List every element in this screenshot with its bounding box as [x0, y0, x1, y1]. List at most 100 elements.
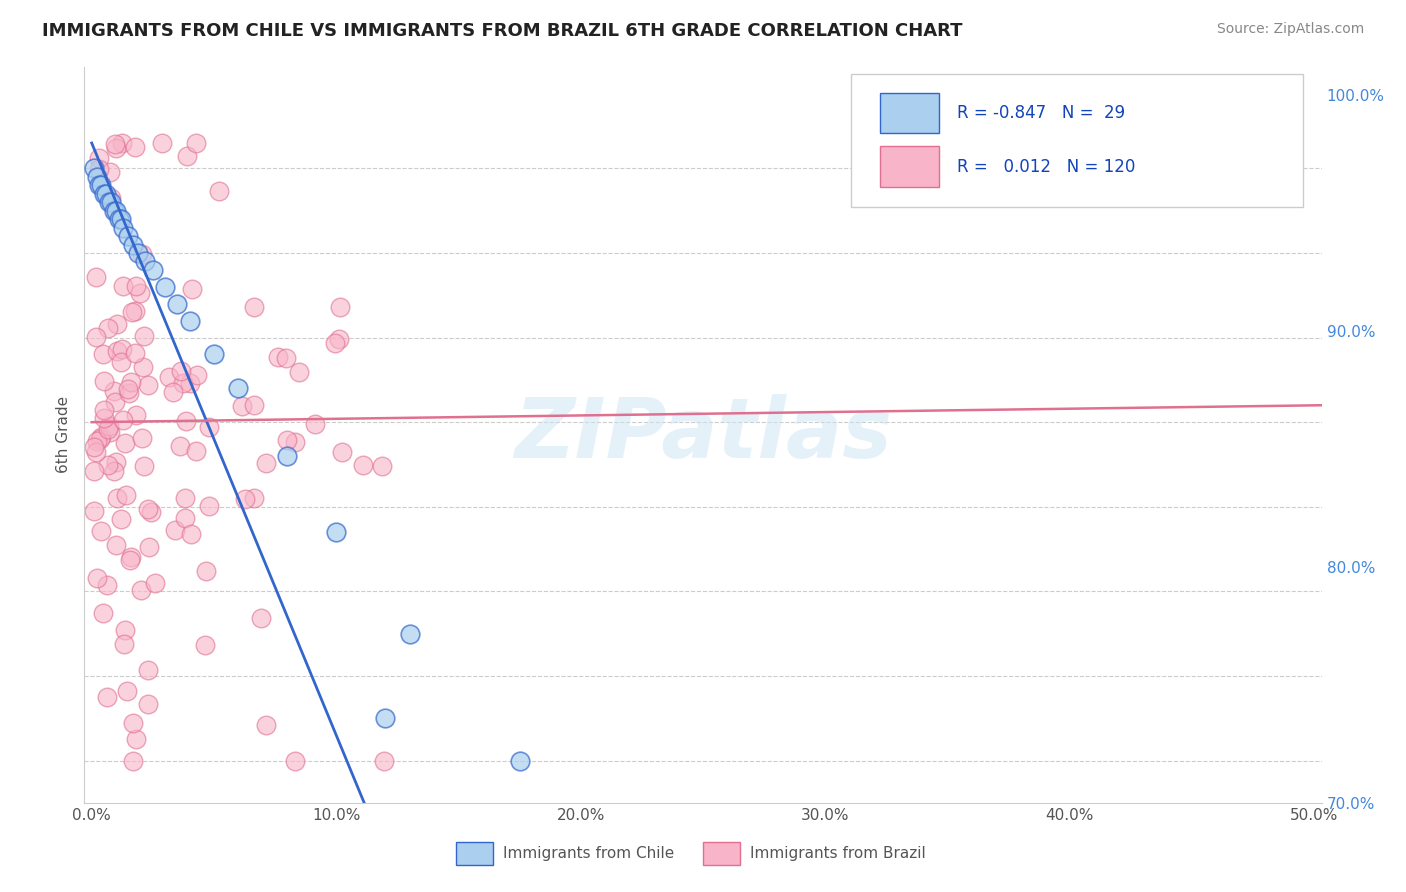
Point — [323, 335, 346, 350]
Point — [197, 500, 219, 514]
Point — [93, 411, 115, 425]
Point — [97, 419, 120, 434]
Point — [104, 394, 127, 409]
Point — [162, 384, 184, 399]
Point — [121, 304, 143, 318]
Point — [150, 136, 173, 150]
Point — [254, 456, 277, 470]
Point — [98, 425, 121, 440]
Point — [136, 698, 159, 712]
Point — [328, 332, 350, 346]
Point — [83, 440, 105, 454]
Point — [374, 711, 396, 725]
Point — [174, 491, 197, 505]
Point — [84, 330, 107, 344]
Point — [83, 161, 105, 176]
Point — [231, 400, 253, 414]
Point — [93, 403, 115, 417]
Point — [329, 300, 352, 314]
Point — [112, 637, 135, 651]
Point — [83, 465, 105, 479]
Point — [114, 436, 136, 450]
Point — [398, 626, 420, 640]
Point — [243, 491, 266, 505]
Point — [103, 203, 125, 218]
Point — [370, 459, 392, 474]
Point — [136, 663, 159, 677]
Point — [242, 398, 264, 412]
Point — [184, 136, 207, 150]
Point — [120, 375, 142, 389]
Point — [89, 432, 111, 446]
Point — [89, 151, 111, 165]
Point — [86, 434, 108, 449]
Point — [125, 408, 148, 422]
Text: Immigrants from Brazil: Immigrants from Brazil — [749, 847, 925, 861]
Point — [97, 321, 120, 335]
Point — [98, 165, 121, 179]
Point — [110, 212, 132, 227]
Point — [93, 186, 115, 201]
Point — [179, 313, 201, 327]
Point — [103, 464, 125, 478]
Point — [122, 237, 145, 252]
Point — [194, 564, 217, 578]
Point — [127, 246, 149, 260]
Point — [153, 280, 176, 294]
Point — [105, 317, 128, 331]
Point — [274, 351, 297, 365]
Point — [91, 347, 114, 361]
Point — [111, 413, 134, 427]
Point — [115, 683, 138, 698]
Point — [276, 434, 298, 448]
Point — [90, 430, 112, 444]
Point — [97, 195, 120, 210]
Point — [97, 422, 120, 436]
Point — [170, 364, 193, 378]
Point — [103, 384, 125, 398]
Point — [90, 178, 112, 193]
Point — [233, 491, 256, 506]
Text: R = -0.847   N =  29: R = -0.847 N = 29 — [956, 104, 1125, 122]
Point — [83, 504, 105, 518]
Point — [157, 369, 180, 384]
Point — [124, 140, 146, 154]
Point — [131, 431, 153, 445]
Point — [143, 575, 166, 590]
Point — [93, 374, 115, 388]
Point — [87, 162, 110, 177]
Point — [332, 444, 354, 458]
Point — [179, 376, 201, 391]
Point — [142, 263, 165, 277]
Point — [104, 136, 127, 151]
Point — [202, 347, 225, 361]
Point — [509, 754, 531, 768]
Point — [125, 279, 148, 293]
Point — [129, 285, 152, 300]
Text: IMMIGRANTS FROM CHILE VS IMMIGRANTS FROM BRAZIL 6TH GRADE CORRELATION CHART: IMMIGRANTS FROM CHILE VS IMMIGRANTS FROM… — [42, 22, 963, 40]
Point — [105, 343, 128, 358]
Point — [86, 169, 108, 184]
Point — [173, 511, 195, 525]
Point — [172, 376, 194, 390]
Point — [105, 203, 128, 218]
Text: Immigrants from Chile: Immigrants from Chile — [502, 847, 673, 861]
Point — [114, 623, 136, 637]
Point — [124, 731, 146, 746]
Point — [124, 304, 146, 318]
Text: R =   0.012   N = 120: R = 0.012 N = 120 — [956, 158, 1135, 176]
Point — [115, 488, 138, 502]
Point — [122, 715, 145, 730]
Point — [228, 381, 250, 395]
Point — [134, 328, 156, 343]
Point — [129, 583, 152, 598]
Point — [163, 523, 186, 537]
Point — [117, 383, 139, 397]
Point — [111, 136, 134, 150]
Point — [91, 606, 114, 620]
Point — [194, 638, 217, 652]
Point — [105, 141, 128, 155]
Point — [100, 191, 122, 205]
Point — [132, 458, 155, 473]
Point — [90, 524, 112, 538]
